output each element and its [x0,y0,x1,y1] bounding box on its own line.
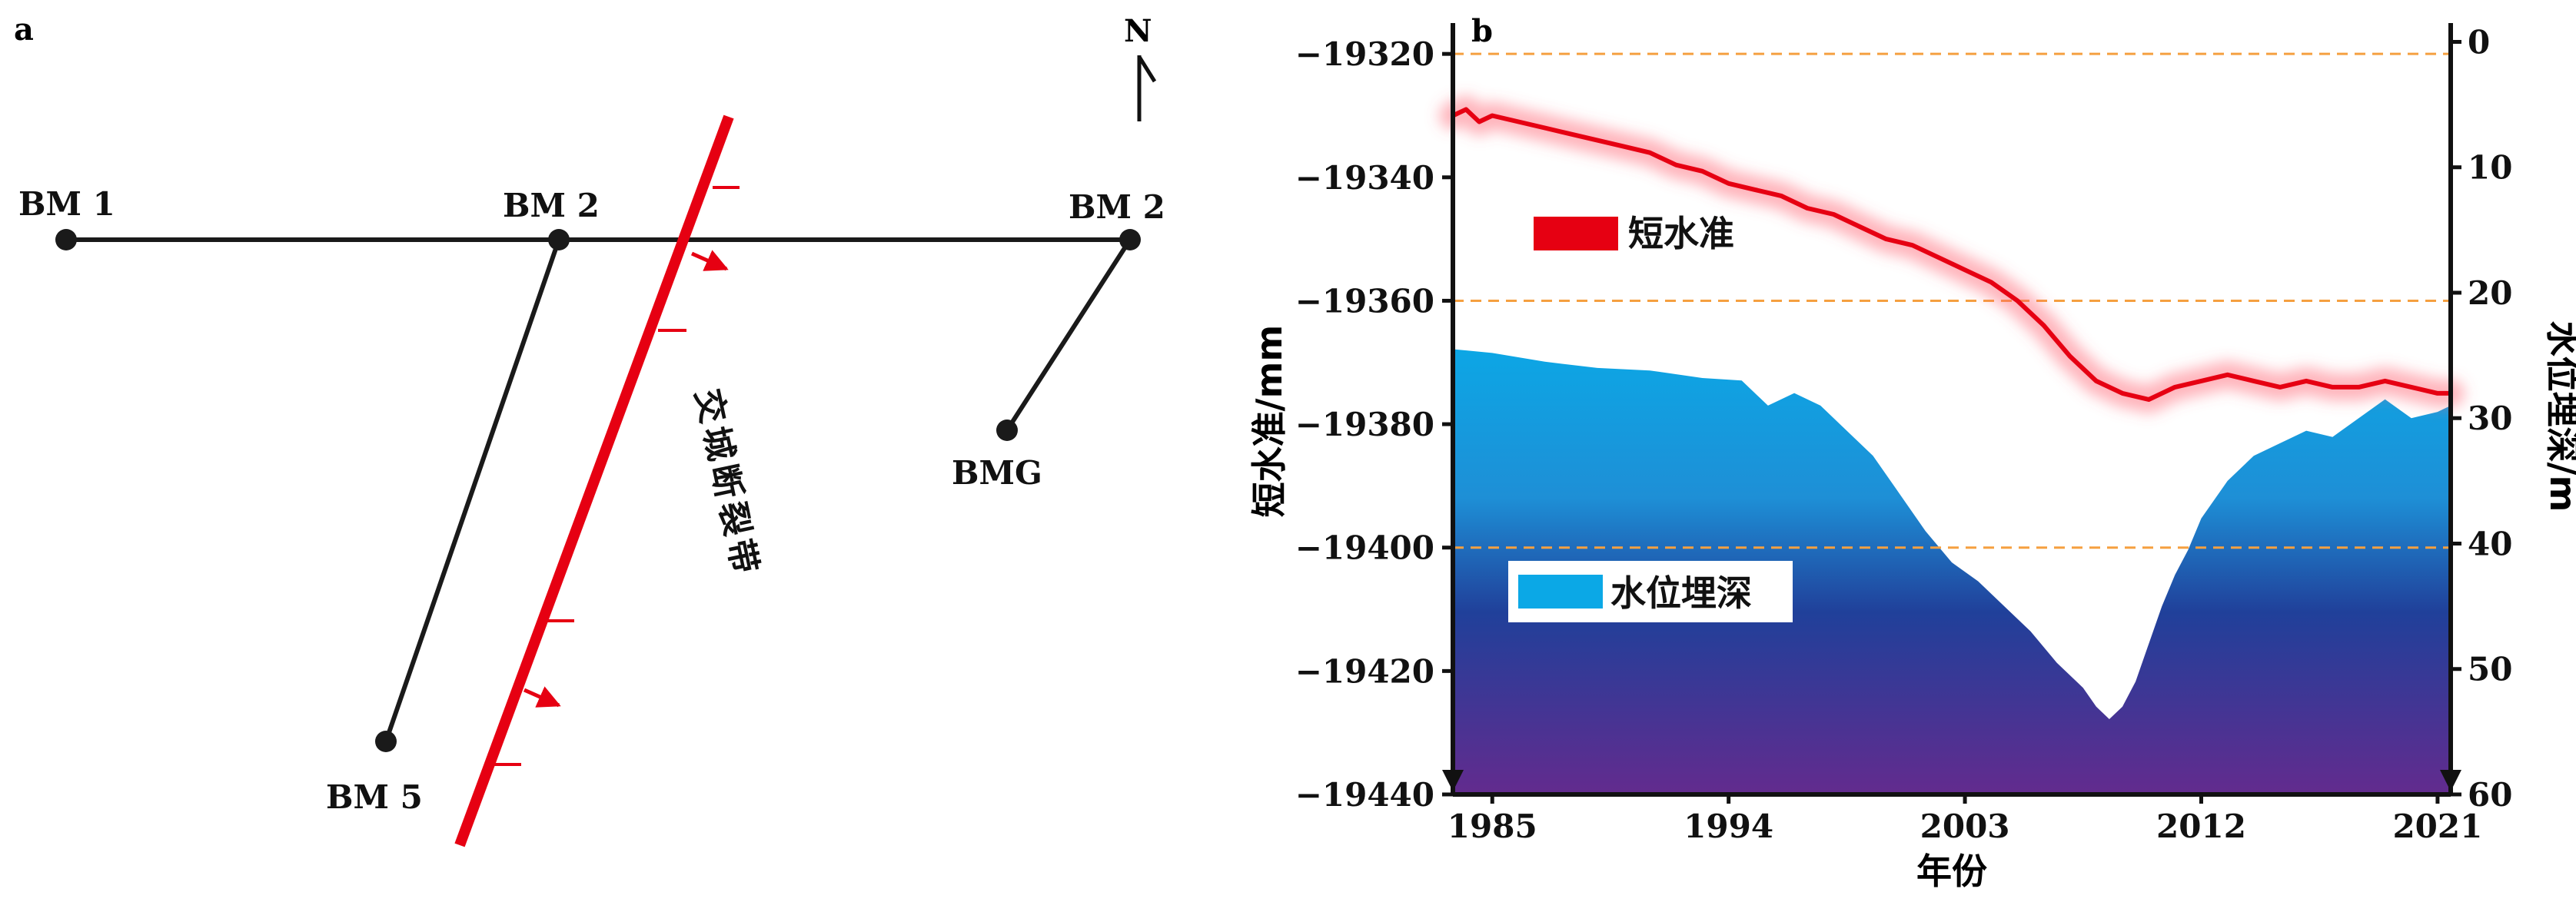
panel-a: a N 交城断裂带 [14,12,1165,847]
legend-label-water: 水位埋深 [1610,572,1752,614]
benchmark-labels: BM 1 BM 2 BM 2 BMG BM 5 [18,185,1165,816]
legend: 短水准 水位埋深 [1508,213,1793,622]
point-label-bm2: BM 2 [503,187,600,224]
left-tick-label: −19380 [1295,406,1434,443]
left-ticks: −19320 −19340 −19360 −19380 −19400 −19420 −194… [1295,35,1453,814]
fault-line [454,114,734,847]
x-tick-label: 1985 [1448,807,1537,845]
fault-arrow [523,686,561,708]
y-axis-label-left: 短水准/mm [1248,325,1290,518]
water-depth-area [1453,349,2451,794]
right-tick-label: 20 [2468,274,2512,312]
leveling-line-glow [1439,95,2465,413]
north-label: N [1124,13,1152,49]
legend-item-leveling: 短水准 [1534,213,1734,254]
right-tick-label: 10 [2468,149,2512,187]
benchmark-point-bm1 [55,229,77,250]
point-label-bm5: BM 5 [326,778,423,816]
legend-item-water: 水位埋深 [1508,561,1793,622]
axes [1451,23,2453,797]
x-tick-label: 2003 [1920,807,2010,845]
left-tick-label: −19360 [1295,282,1434,320]
survey-line-bm2b-bmg [1005,237,1132,433]
left-tick-label: −19320 [1295,35,1434,73]
benchmark-point-bm2 [548,229,570,250]
point-label-bm1: BM 1 [18,185,115,223]
x-tick-label: 2012 [2156,807,2246,845]
fault-arrow [690,250,729,271]
benchmark-points [55,229,1141,752]
legend-label-leveling: 短水准 [1628,213,1734,254]
x-tick-label: 2021 [2392,807,2482,845]
right-tick-label: 60 [2468,776,2512,814]
right-tick-label: 50 [2468,651,2512,688]
legend-swatch-leveling [1534,217,1618,250]
survey-line-bm2-bm5 [384,237,561,744]
survey-lines [64,237,1132,744]
left-axis-arrow-icon [1442,770,1464,791]
right-ticks: 0 10 20 30 40 50 60 [2451,23,2512,814]
right-axis-arrow-icon [2440,770,2461,791]
north-arrow-icon: N [1124,13,1157,121]
left-tick-label: −19400 [1295,529,1434,567]
gridlines [1453,52,2451,549]
benchmark-point-bm5 [375,731,397,752]
fault-label: 交城断裂带 [687,386,766,582]
benchmark-point-bm2b [1119,229,1141,250]
left-tick-label: −19340 [1295,159,1434,197]
benchmark-point-bmg [996,419,1018,441]
point-label-bm2b: BM 2 [1069,188,1165,226]
panel-b-label: b [1471,13,1493,49]
panel-b-chart: −19320 −19340 −19360 −19380 −19400 −19420 −194… [1248,13,2576,892]
left-tick-label: −19420 [1295,652,1434,690]
left-tick-label: −19440 [1295,776,1434,814]
x-ticks: 1985 1994 2003 2012 2021 [1448,794,2482,845]
point-label-bmg: BMG [952,454,1042,492]
right-tick-label: 30 [2468,400,2512,437]
fault-zone: 交城断裂带 [454,114,766,847]
x-tick-label: 1994 [1684,807,1773,845]
leveling-line [1451,107,2453,402]
right-tick-label: 0 [2468,23,2490,61]
y-axis-label-right: 水位埋深/m [2542,321,2576,512]
legend-swatch-water [1518,575,1603,609]
panel-a-label: a [14,12,34,48]
right-tick-label: 40 [2468,525,2512,562]
x-axis-label: 年份 [1916,851,1987,892]
